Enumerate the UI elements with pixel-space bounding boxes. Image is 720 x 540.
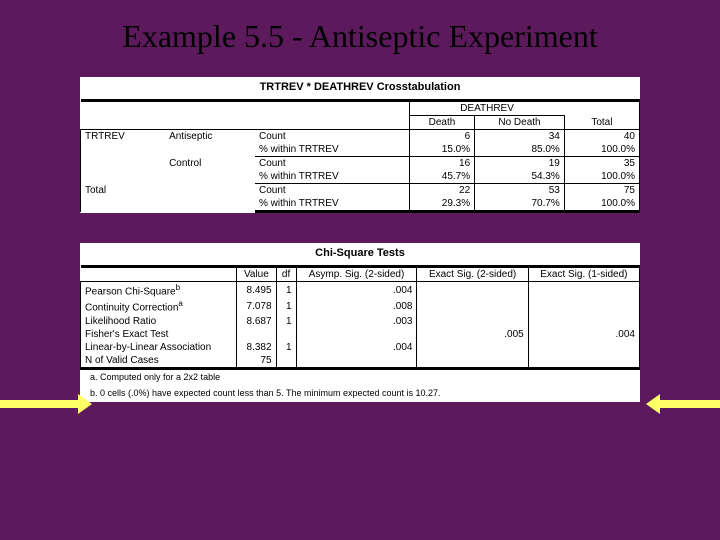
slide-title: Example 5.5 - Antiseptic Experiment [0, 0, 720, 55]
table-cell: 8.687 [237, 315, 276, 328]
table-cell [296, 354, 417, 369]
table-cell [417, 282, 528, 299]
crosstab-col-0: Death [409, 116, 474, 130]
table-cell: 54.3% [475, 170, 565, 184]
table-cell: 1 [276, 282, 296, 299]
table-cell: 7.078 [237, 298, 276, 314]
crosstab-stat: Count [255, 157, 409, 171]
table-cell: 40 [564, 130, 639, 144]
chisq-row-label: Pearson Chi-Squareb [81, 282, 237, 299]
chisq-col-4: Exact Sig. (1-sided) [528, 267, 639, 282]
table-cell: 70.7% [475, 197, 565, 212]
table-cell: .004 [296, 282, 417, 299]
table-cell [528, 282, 639, 299]
table-cell: 34 [475, 130, 565, 144]
table-cell: 75 [564, 184, 639, 198]
table-cell [417, 341, 528, 354]
table-cell: 15.0% [409, 143, 474, 157]
crosstab-stat: Count [255, 130, 409, 144]
chisq-col-3: Exact Sig. (2-sided) [417, 267, 528, 282]
crosstab-stat: % within TRTREV [255, 170, 409, 184]
crosstab-group-0: Antiseptic [165, 130, 255, 157]
table-cell [528, 298, 639, 314]
crosstab-stat: % within TRTREV [255, 143, 409, 157]
table-cell: 35 [564, 157, 639, 171]
table-cell [417, 315, 528, 328]
table-cell: 16 [409, 157, 474, 171]
table-cell: 1 [276, 298, 296, 314]
chisq-row-label: Fisher's Exact Test [81, 328, 237, 341]
table-cell [296, 328, 417, 341]
table-cell: 6 [409, 130, 474, 144]
crosstab-rowvar: TRTREV [81, 130, 166, 184]
arrow-right-icon [660, 400, 720, 408]
table-cell: 75 [237, 354, 276, 369]
crosstab-colgroup: DEATHREV [409, 101, 564, 116]
crosstab-total-label: Total [81, 184, 255, 212]
table-cell: 29.3% [409, 197, 474, 212]
table-cell [528, 341, 639, 354]
chisq-row-label: Continuity Correctiona [81, 298, 237, 314]
table-cell: 8.382 [237, 341, 276, 354]
table-cell: 85.0% [475, 143, 565, 157]
footnote: a. Computed only for a 2x2 table [80, 370, 640, 386]
table-cell: 22 [409, 184, 474, 198]
table-cell [237, 328, 276, 341]
table-cell [528, 354, 639, 369]
table-cell: 100.0% [564, 197, 639, 212]
table-cell [417, 298, 528, 314]
crosstab-group-1: Control [165, 157, 255, 184]
chisq-title: Chi-Square Tests [80, 243, 640, 265]
chisq-row-label: Linear-by-Linear Association [81, 341, 237, 354]
arrow-left-icon [0, 400, 78, 408]
table-cell: .004 [296, 341, 417, 354]
chisq-col-1: df [276, 267, 296, 282]
crosstab-stat: Count [255, 184, 409, 198]
chisq-row-label: N of Valid Cases [81, 354, 237, 369]
chisq-row-label: Likelihood Ratio [81, 315, 237, 328]
chisq-table: Chi-Square Tests Value df Asymp. Sig. (2… [80, 243, 640, 402]
table-cell: .003 [296, 315, 417, 328]
table-cell: 8.495 [237, 282, 276, 299]
table-cell [417, 354, 528, 369]
table-cell: .008 [296, 298, 417, 314]
table-cell: 53 [475, 184, 565, 198]
table-cell [528, 315, 639, 328]
table-cell: 1 [276, 341, 296, 354]
chisq-col-0: Value [237, 267, 276, 282]
table-cell [276, 354, 296, 369]
table-cell: .004 [528, 328, 639, 341]
table-cell: 45.7% [409, 170, 474, 184]
crosstab-col-2: Total [564, 116, 639, 130]
crosstab-col-1: No Death [475, 116, 565, 130]
table-cell [276, 328, 296, 341]
table-cell: .005 [417, 328, 528, 341]
table-cell: 19 [475, 157, 565, 171]
crosstab-stat: % within TRTREV [255, 197, 409, 212]
table-cell: 100.0% [564, 170, 639, 184]
table-cell: 100.0% [564, 143, 639, 157]
crosstab-table: TRTREV * DEATHREV Crosstabulation DEATHR… [80, 77, 640, 213]
chisq-col-2: Asymp. Sig. (2-sided) [296, 267, 417, 282]
crosstab-title: TRTREV * DEATHREV Crosstabulation [80, 77, 640, 99]
table-cell: 1 [276, 315, 296, 328]
footnote: b. 0 cells (.0%) have expected count les… [80, 386, 640, 402]
